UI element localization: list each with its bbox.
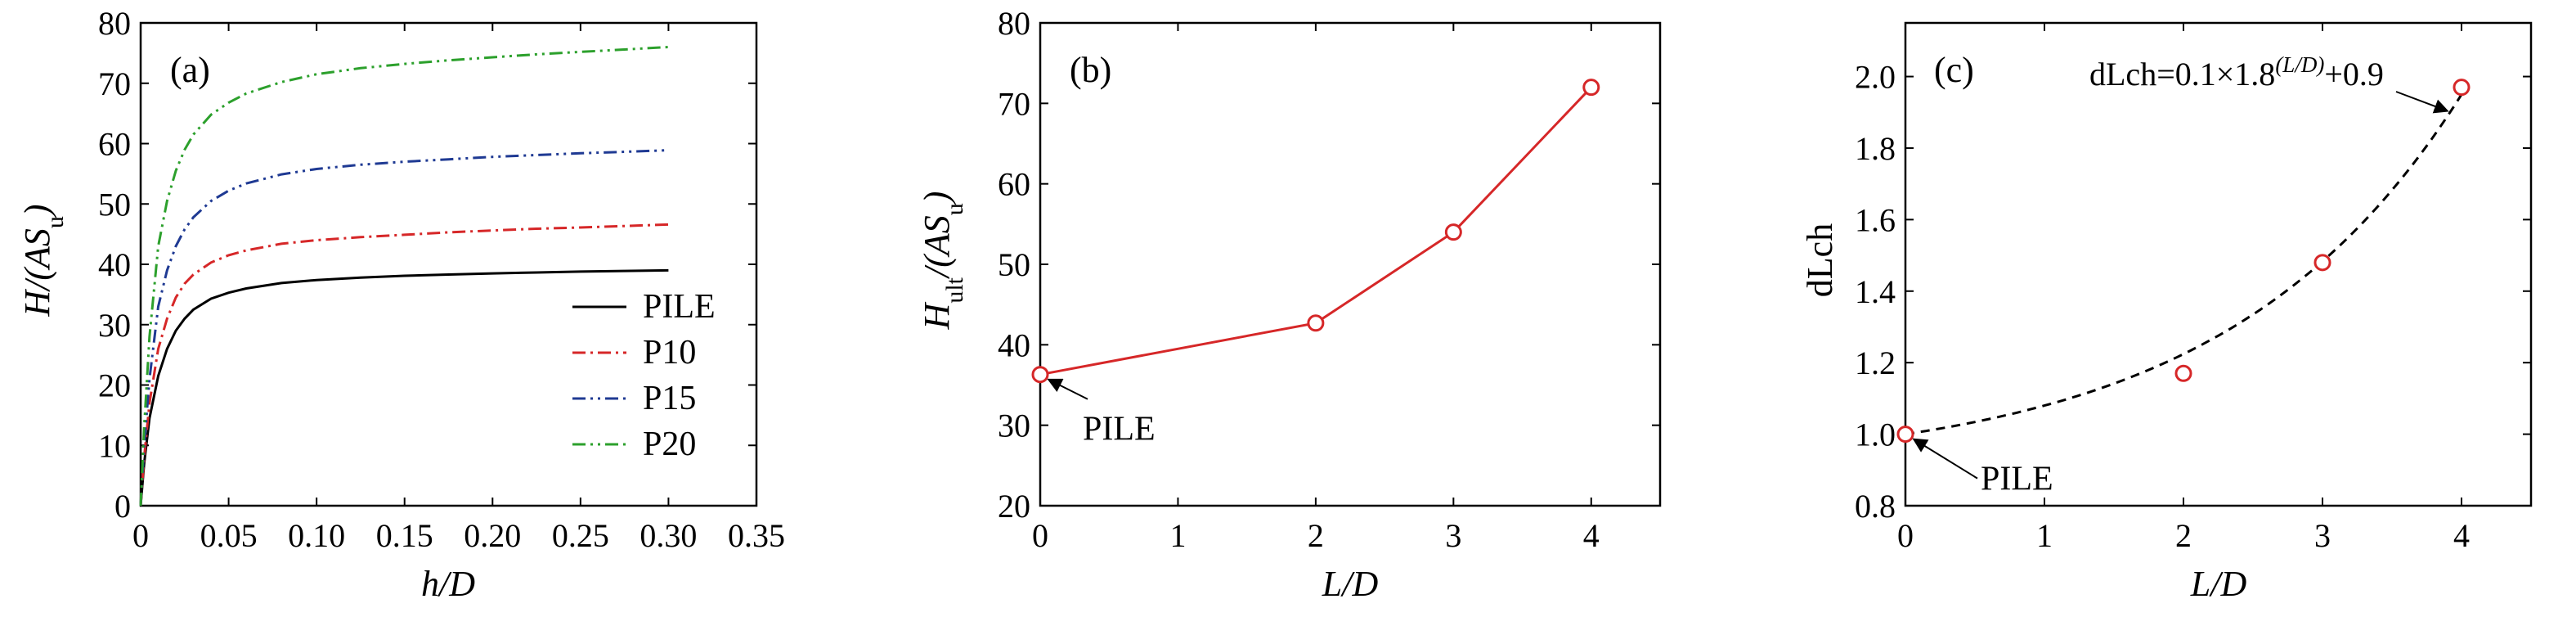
panel-a-ytick-label: 50 (98, 186, 131, 223)
panel-c-ytick-label: 1.2 (1855, 345, 1896, 381)
panel-a-ytick-label: 40 (98, 246, 131, 283)
dlch-point (2453, 79, 2471, 97)
panel-c-ylabel: dLch (1800, 223, 1840, 297)
panel-a-ylabel: H/(ASu) (17, 204, 69, 317)
panel-c-frame (1904, 21, 2533, 507)
series-line-p20 (139, 46, 669, 507)
pile-annotation-c: PILE (1981, 461, 2053, 498)
series-line-p15 (139, 149, 669, 507)
panel-a-plot: 0 0.05 0.10 0.15 0.20 0.25 0.30 0.35 0 10 20 30 40 50… (98, 5, 785, 554)
dlch-point (2313, 254, 2331, 272)
panel-a-xtick-label: 0.15 (376, 517, 433, 554)
pile-arrow-b (1047, 378, 1088, 400)
panel-c-xtick-label: 3 (2314, 517, 2331, 554)
panel-b-xlabel: L/D (1322, 564, 1379, 604)
panel-c-ytick-label: 1.6 (1855, 201, 1896, 238)
panel-b-ytick-label: 30 (998, 408, 1030, 444)
panel-c-plot: 0 1 2 3 4 0.8 1.0 1.2 1.4 1.6 1.8 2.0 PILE (1855, 21, 2533, 554)
pile-annotation-b: PILE (1083, 411, 1156, 448)
panel-c-xtick-label: 0 (1897, 517, 1914, 554)
panel-c-ytick-label: 2.0 (1855, 59, 1896, 96)
hult-line (1039, 86, 1592, 376)
panel-c-xtick-label: 2 (2175, 517, 2192, 554)
panel-a-xtick-label: 0 (132, 517, 149, 554)
panel-a-ytick-label: 80 (98, 5, 131, 42)
panel-a-xtick-label: 0.35 (728, 517, 785, 554)
legend-label-p15: P15 (643, 380, 696, 417)
panel-a-xtick-label: 0.10 (288, 517, 345, 554)
panel-a-xtick-label: 0.25 (552, 517, 609, 554)
legend-label-p20: P20 (643, 426, 696, 463)
panel-b-xtick-label: 4 (1583, 517, 1600, 554)
panel-b-ylabel: Hult/(ASu) (917, 191, 968, 331)
panel-c-xtick-label: 4 (2453, 517, 2470, 554)
panel-a-xtick-label: 0.20 (464, 517, 521, 554)
dlch-point (2174, 364, 2192, 382)
panel-b-xtick-label: 3 (1445, 517, 1461, 554)
series-line-pile (139, 268, 669, 507)
fit-curve (1905, 93, 2463, 436)
hult-point (1444, 223, 1462, 241)
hult-point (1031, 366, 1049, 384)
panel-c: (c) 0 1 2 3 4 0.8 1.0 1.2 1.4 1.6 1.8 2.0 PILE L/D d… (1800, 21, 2533, 604)
panel-a-xtick-label: 0.05 (200, 517, 258, 554)
panel-c-ytick-label: 1.8 (1855, 130, 1896, 167)
panel-c-ytick-label: 1.4 (1855, 273, 1896, 310)
pile-arrow-c (1912, 438, 1978, 480)
panel-a-ytick-label: 0 (114, 488, 131, 525)
panel-a-legend: PILE P10 P15 P20 (572, 288, 716, 463)
panel-c-xlabel: L/D (2190, 564, 2247, 604)
panel-b-ytick-label: 50 (998, 246, 1030, 283)
panel-b-xtick-label: 1 (1169, 517, 1186, 554)
legend-label-p10: P10 (643, 334, 696, 372)
panel-b-xtick-label: 2 (1308, 517, 1324, 554)
panel-a-xtick-label: 0.30 (640, 517, 697, 554)
hult-point (1582, 79, 1600, 97)
panel-b-ytick-label: 70 (998, 85, 1030, 122)
dlch-point (1896, 426, 1914, 444)
panel-c-ytick-label: 1.0 (1855, 417, 1896, 453)
panel-b: (b) 0 1 2 3 4 20 30 40 50 60 70 80 PILE L/D Hult/(AS… (917, 5, 1662, 604)
panel-b-xtick-label: 0 (1032, 517, 1048, 554)
panel-label-b: (b) (1070, 50, 1111, 90)
panel-b-ytick-label: 60 (998, 166, 1030, 203)
panel-a-ytick-label: 60 (98, 126, 131, 163)
panel-label-a: (a) (170, 50, 210, 90)
panel-a: (a) 0 0.05 0.10 0.15 0.20 0.25 0.30 0.35 0 10 20 30… (17, 5, 785, 604)
panel-a-xlabel: h/D (421, 564, 475, 604)
panel-b-ytick-label: 40 (998, 327, 1030, 363)
panel-c-xtick-label: 1 (2036, 517, 2053, 554)
panel-label-c: (c) (1934, 50, 1974, 90)
panel-b-ytick-label: 20 (998, 488, 1030, 525)
fit-formula: dLch=0.1×1.8(L/D)+0.9 (2089, 52, 2384, 92)
panel-b-ytick-label: 80 (998, 5, 1030, 42)
series-line-p10 (139, 223, 669, 507)
panel-c-ytick-label: 0.8 (1855, 488, 1896, 525)
panel-a-ytick-label: 30 (98, 307, 131, 344)
panel-b-plot: 0 1 2 3 4 20 30 40 50 60 70 80 PILE (998, 5, 1662, 554)
hult-point (1307, 314, 1325, 332)
panel-a-ytick-label: 70 (98, 65, 131, 102)
legend-label-pile: PILE (643, 288, 716, 326)
panel-a-ytick-label: 20 (98, 367, 131, 404)
panel-a-ytick-label: 10 (98, 427, 131, 464)
formula-arrow (2395, 91, 2449, 114)
